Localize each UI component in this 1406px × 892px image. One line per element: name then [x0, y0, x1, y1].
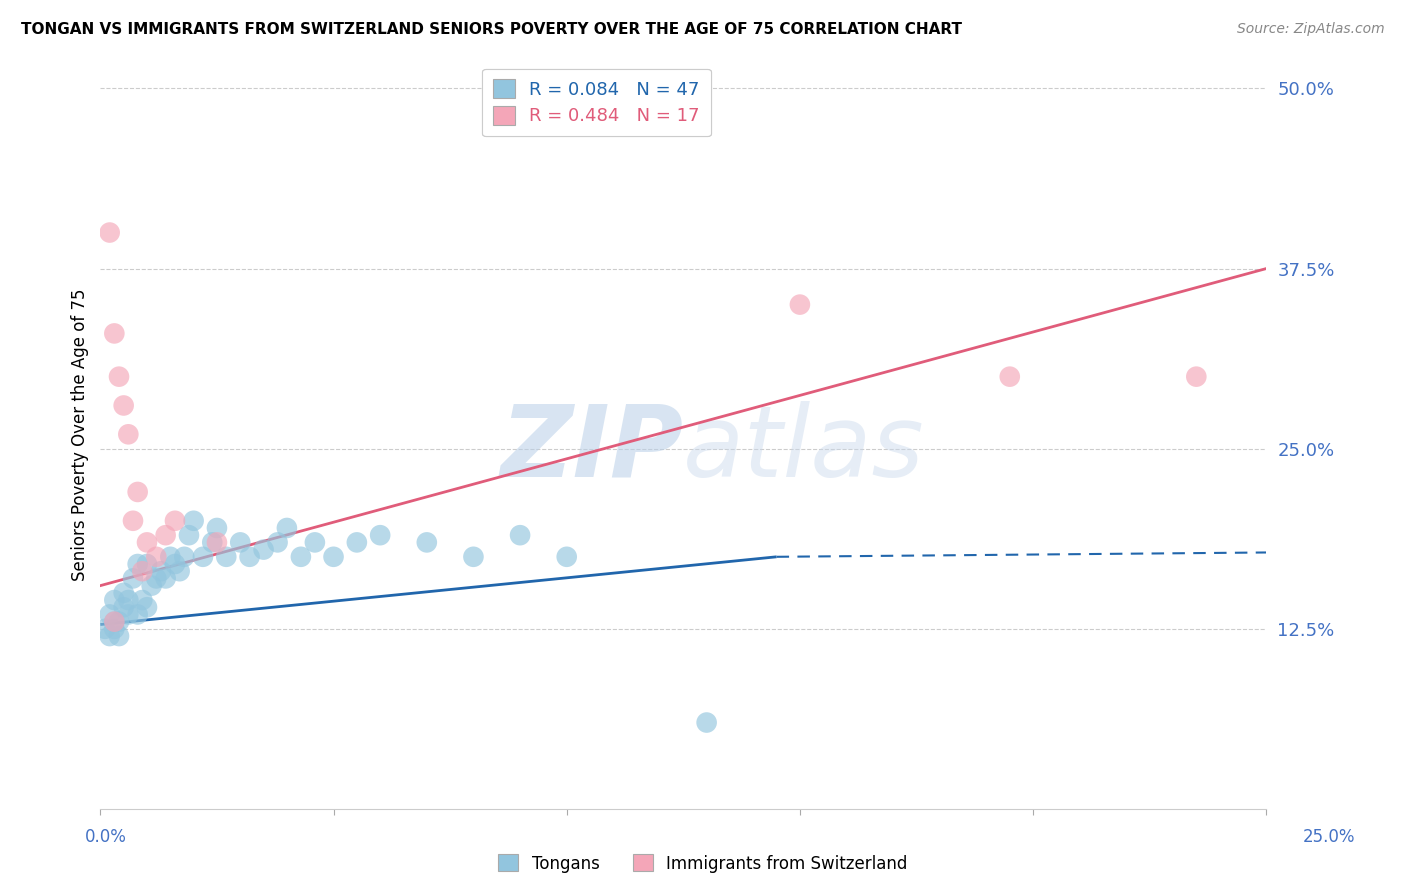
- Point: [169, 564, 191, 578]
- Point: [103, 622, 125, 636]
- Point: [127, 485, 149, 500]
- Point: [103, 615, 125, 629]
- Point: [252, 542, 274, 557]
- Point: [108, 369, 131, 384]
- Point: [173, 549, 195, 564]
- Point: [696, 715, 718, 730]
- Text: TONGAN VS IMMIGRANTS FROM SWITZERLAND SENIORS POVERTY OVER THE AGE OF 75 CORRELA: TONGAN VS IMMIGRANTS FROM SWITZERLAND SE…: [21, 22, 962, 37]
- Point: [136, 557, 159, 571]
- Point: [103, 326, 125, 341]
- Point: [1185, 369, 1208, 384]
- Point: [145, 571, 167, 585]
- Point: [155, 528, 177, 542]
- Point: [201, 535, 224, 549]
- Point: [122, 514, 145, 528]
- Point: [141, 579, 163, 593]
- Point: [122, 571, 145, 585]
- Point: [131, 564, 153, 578]
- Point: [103, 615, 125, 629]
- Point: [998, 369, 1021, 384]
- Point: [112, 600, 135, 615]
- Point: [191, 549, 214, 564]
- Point: [290, 549, 312, 564]
- Point: [136, 600, 159, 615]
- Point: [127, 607, 149, 622]
- Text: 25.0%: 25.0%: [1302, 828, 1355, 846]
- Text: 0.0%: 0.0%: [84, 828, 127, 846]
- Point: [509, 528, 531, 542]
- Point: [205, 521, 228, 535]
- Point: [112, 399, 135, 413]
- Point: [163, 557, 186, 571]
- Text: atlas: atlas: [683, 401, 925, 498]
- Point: [416, 535, 439, 549]
- Point: [117, 607, 139, 622]
- Legend: Tongans, Immigrants from Switzerland: Tongans, Immigrants from Switzerland: [492, 847, 914, 880]
- Point: [145, 549, 167, 564]
- Point: [94, 622, 117, 636]
- Point: [155, 571, 177, 585]
- Point: [98, 629, 121, 643]
- Point: [108, 629, 131, 643]
- Point: [346, 535, 368, 549]
- Point: [149, 564, 172, 578]
- Point: [239, 549, 262, 564]
- Point: [98, 607, 121, 622]
- Point: [163, 514, 186, 528]
- Point: [136, 535, 159, 549]
- Point: [229, 535, 252, 549]
- Point: [112, 586, 135, 600]
- Point: [117, 427, 139, 442]
- Point: [159, 549, 181, 564]
- Y-axis label: Seniors Poverty Over the Age of 75: Seniors Poverty Over the Age of 75: [72, 288, 89, 581]
- Point: [463, 549, 485, 564]
- Point: [276, 521, 298, 535]
- Point: [127, 557, 149, 571]
- Point: [177, 528, 200, 542]
- Text: Source: ZipAtlas.com: Source: ZipAtlas.com: [1237, 22, 1385, 37]
- Text: ZIP: ZIP: [501, 401, 683, 498]
- Point: [555, 549, 578, 564]
- Point: [98, 226, 121, 240]
- Point: [789, 297, 811, 311]
- Point: [304, 535, 326, 549]
- Point: [266, 535, 288, 549]
- Point: [103, 593, 125, 607]
- Point: [215, 549, 238, 564]
- Point: [131, 593, 153, 607]
- Point: [117, 593, 139, 607]
- Point: [205, 535, 228, 549]
- Point: [108, 615, 131, 629]
- Point: [183, 514, 205, 528]
- Legend: R = 0.084   N = 47, R = 0.484   N = 17: R = 0.084 N = 47, R = 0.484 N = 17: [482, 69, 711, 136]
- Point: [322, 549, 344, 564]
- Point: [368, 528, 391, 542]
